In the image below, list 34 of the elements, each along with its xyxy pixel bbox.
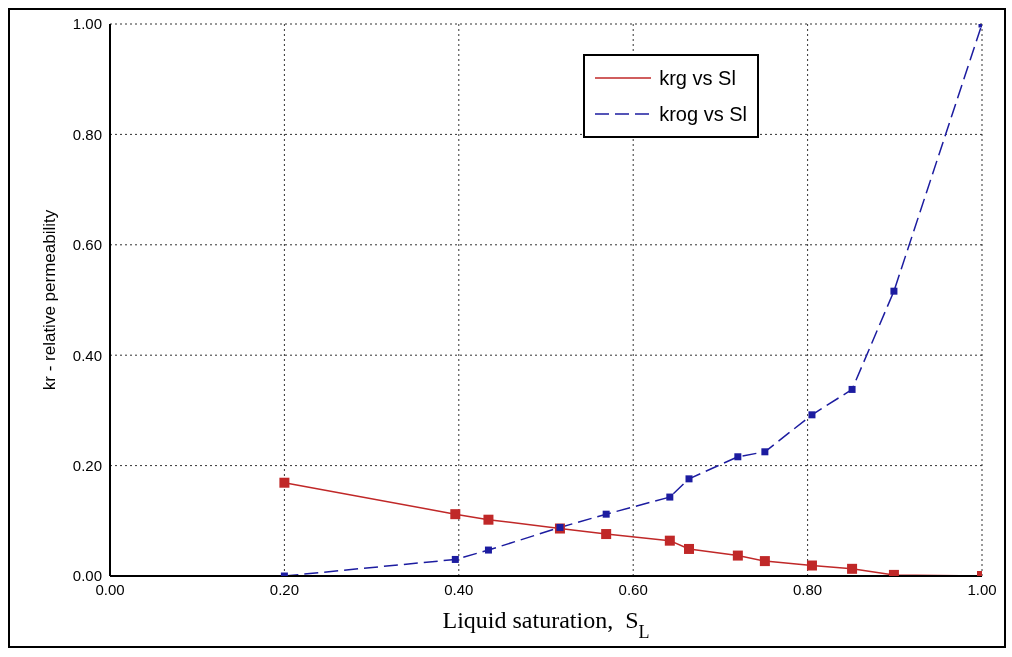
point xyxy=(806,560,817,571)
point xyxy=(483,514,494,525)
y-tick-label: 0.80 xyxy=(72,125,102,143)
point xyxy=(732,550,743,561)
point xyxy=(759,556,770,567)
point xyxy=(848,385,856,393)
y-axis-title: kr - relative permeability xyxy=(40,209,59,391)
point xyxy=(664,535,675,546)
x-axis-title: Liquid saturation, S$_{L}$ xyxy=(442,607,650,642)
point xyxy=(684,543,695,554)
legend-label: krog vs Sl xyxy=(659,102,747,127)
point xyxy=(451,555,459,563)
x-tick-label: 0.40 xyxy=(444,580,474,598)
point xyxy=(890,287,898,295)
point xyxy=(279,477,290,488)
point xyxy=(450,509,461,520)
point xyxy=(847,563,858,574)
point xyxy=(484,546,492,554)
y-tick-label: 0.40 xyxy=(72,346,102,364)
point xyxy=(666,493,674,501)
point xyxy=(808,411,816,419)
y-tick-label: 0.20 xyxy=(72,456,102,474)
point xyxy=(602,510,610,518)
point xyxy=(761,448,769,456)
y-tick-label: 0.60 xyxy=(72,236,102,254)
point xyxy=(601,529,612,540)
point xyxy=(685,475,693,483)
y-tick-label: 1.00 xyxy=(72,15,102,33)
x-tick-label: 0.20 xyxy=(269,580,299,598)
x-tick-label: 0.80 xyxy=(793,580,823,598)
point xyxy=(734,453,742,461)
x-tick-label: 1.00 xyxy=(967,580,997,598)
x-tick-label: 0.60 xyxy=(618,580,648,598)
legend-label: krg vs Sl xyxy=(659,66,736,91)
